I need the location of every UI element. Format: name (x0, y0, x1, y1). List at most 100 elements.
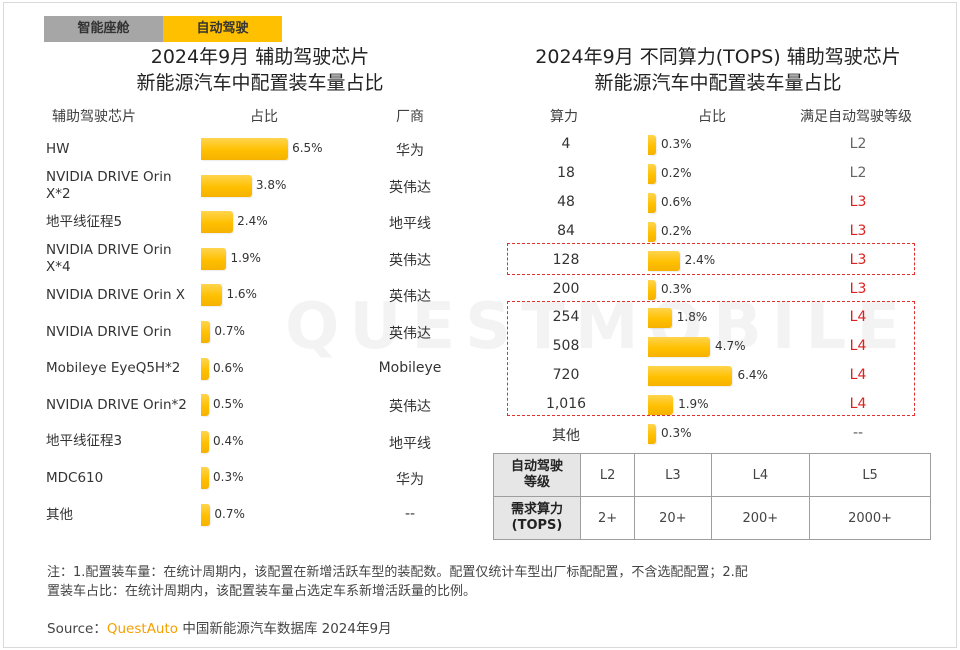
tab-smart-cockpit[interactable]: 智能座舱 (44, 16, 163, 42)
chip-label-line: 其他 (46, 506, 73, 523)
data-label: 4.7% (715, 339, 746, 354)
left-header-vendor: 厂商 (396, 109, 424, 125)
bar (648, 424, 656, 444)
chip-label-line: MDC610 (46, 469, 104, 486)
bar (648, 250, 680, 271)
bar (648, 279, 656, 300)
data-label: 0.3% (661, 137, 692, 151)
bar (201, 284, 223, 307)
category-tabs: 智能座舱 自动驾驶 (44, 16, 282, 42)
chip-label: NVIDIA DRIVE Orin X*2 (46, 169, 172, 203)
chip-label: 地平线征程3 (46, 433, 122, 450)
chip-label: NVIDIA DRIVE Orin*2 (46, 397, 187, 414)
chip-label: 其他 (46, 507, 73, 524)
bar (201, 430, 209, 453)
tops-label: 508 (552, 338, 580, 355)
left-title-line1: 2024年9月 辅助驾驶芯片 (150, 46, 370, 68)
bar (648, 163, 656, 184)
bar (648, 135, 656, 155)
bar (201, 247, 227, 270)
tops-label: 其他 (552, 428, 580, 444)
chip-label-line: X*4 (46, 258, 71, 275)
requirements-row-level: 自动驾驶 等级 L2 L3 L4 L5 (493, 453, 931, 497)
chip-label: Mobileye EyeQ5H*2 (46, 360, 180, 377)
tops-label: 18 (557, 164, 575, 181)
level-label: L3 (849, 222, 867, 239)
bar (648, 366, 733, 387)
bar (648, 308, 672, 329)
vendor-label: -- (404, 506, 416, 522)
chip-label-line: NVIDIA DRIVE Orin (46, 241, 172, 258)
right-title-line1: 2024年9月 不同算力(TOPS) 辅助驾驶芯片 (535, 46, 901, 68)
level-label: L2 (849, 164, 867, 181)
right-chart-title: 2024年9月 不同算力(TOPS) 辅助驾驶芯片 新能源汽车中配置装车量占比 (498, 44, 938, 96)
chip-label-line: Mobileye EyeQ5H*2 (46, 360, 181, 377)
requirements-row-tops: 需求算力 (TOPS) 2+ 20+ 200+ 2000+ (493, 496, 931, 540)
data-label: 1.8% (676, 310, 708, 325)
bar (648, 192, 656, 213)
requirements-header-tops-line1: 需求算力 (510, 502, 563, 517)
bar (201, 138, 289, 160)
data-label: 0.4% (213, 433, 244, 448)
data-label: 0.3% (213, 470, 244, 485)
data-label: 1.9% (678, 397, 709, 412)
requirements-level-cell: L5 (809, 453, 931, 497)
requirements-header-level-line1: 自动驾驶 (510, 459, 563, 474)
level-label: L4 (849, 396, 867, 413)
requirements-table: 自动驾驶 等级 L2 L3 L4 L5 需求算力 (TOPS) 2+ 20+ 2… (493, 453, 931, 540)
vendor-label: 英伟达 (389, 289, 431, 306)
vendor-label: 华为 (396, 472, 424, 489)
bar (648, 337, 711, 358)
highlight-box-128 (507, 243, 915, 275)
right-title-line2: 新能源汽车中配置装车量占比 (594, 72, 842, 94)
tops-label: 128 (552, 251, 580, 268)
chip-label: NVIDIA DRIVE Orin X*4 (46, 242, 172, 276)
requirements-header-level: 自动驾驶 等级 (493, 453, 581, 497)
data-label: 1.6% (226, 287, 257, 302)
bar (201, 321, 211, 343)
chip-label-line: NVIDIA DRIVE Orin*2 (46, 396, 187, 413)
chip-label: HW (46, 141, 70, 158)
vendor-label: 英伟达 (389, 399, 431, 416)
tops-label: 84 (557, 222, 575, 239)
requirements-tops-cell: 20+ (634, 496, 712, 540)
footnote: 注：1.配置装车量：在统计周期内，该配置在新增活跃车型的装配数。配置仅统计车型出… (47, 563, 917, 601)
source-line: Source：QuestAuto 中国新能源汽车数据库 2024年9月 (47, 617, 392, 637)
data-label: 0.2% (661, 165, 692, 180)
level-label: L2 (849, 136, 867, 152)
vendor-label: 地平线 (389, 216, 431, 233)
requirements-level-cell: L4 (710, 453, 811, 497)
tops-label: 720 (552, 367, 580, 384)
source-suffix: 中国新能源汽车数据库 2024年9月 (178, 621, 392, 637)
vendor-label: 地平线 (389, 435, 431, 452)
right-header-tops: 算力 (550, 109, 578, 125)
chip-label: NVIDIA DRIVE Orin (46, 324, 172, 341)
right-header-share: 占比 (698, 109, 726, 125)
data-label: 6.4% (737, 368, 768, 383)
level-label: L3 (849, 193, 867, 210)
highlight-box-l4 (507, 301, 915, 416)
chip-label-line: NVIDIA DRIVE Orin (46, 168, 172, 185)
data-label: 0.3% (661, 426, 692, 440)
vendor-label: Mobileye (378, 359, 442, 376)
vendor-label: 英伟达 (389, 326, 431, 342)
footnote-line1: 注：1.配置装车量：在统计周期内，该配置在新增活跃车型的装配数。配置仅统计车型出… (47, 565, 748, 580)
bar (201, 174, 252, 197)
footnote-line2: 置装车占比：在统计周期内，该配置装车量占选定车系新增活跃量的比例。 (47, 584, 477, 599)
figure-frame (3, 2, 957, 648)
chip-label-line: 地平线征程3 (46, 433, 123, 450)
bar (201, 357, 210, 380)
bar (648, 395, 674, 416)
chip-label: 地平线征程5 (46, 214, 122, 231)
chip-label: NVIDIA DRIVE Orin X (46, 287, 185, 304)
data-label: 2.4% (237, 214, 268, 229)
tops-label: 4 (561, 136, 571, 152)
bar (201, 211, 234, 234)
level-label: -- (852, 425, 864, 441)
data-label: 0.3% (661, 281, 692, 296)
requirements-level-cell: L3 (634, 453, 712, 497)
tab-autonomous-driving[interactable]: 自动驾驶 (163, 16, 282, 42)
data-label: 0.6% (661, 194, 692, 209)
left-title-line2: 新能源汽车中配置装车量占比 (136, 72, 384, 94)
data-label: 0.2% (661, 223, 692, 238)
